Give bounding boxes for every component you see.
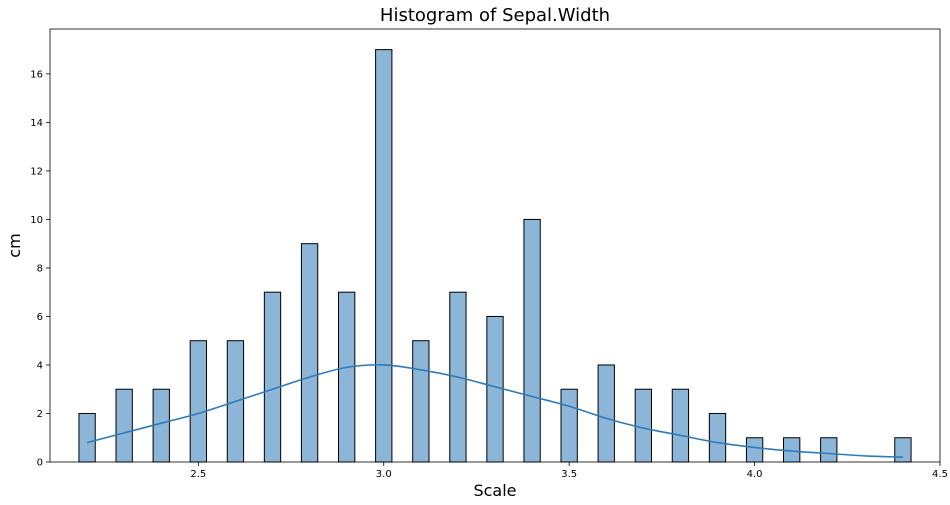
plot-frame: [49, 28, 941, 463]
chart-title: Histogram of Sepal.Width: [380, 5, 610, 26]
bar-14: [597, 364, 615, 463]
bar-6: [300, 243, 319, 463]
x-axis-label: Scale: [473, 481, 516, 500]
x-tick-label: 3.5: [561, 469, 577, 480]
bar-12: [523, 218, 541, 463]
bar-8: [375, 49, 393, 463]
y-tick-label: 14: [30, 118, 43, 129]
y-tick-label: 12: [30, 166, 43, 177]
y-axis-label: cm: [5, 233, 24, 257]
bar-5: [263, 291, 282, 463]
y-tick-label: 2: [37, 409, 43, 420]
y-tick-label: 16: [30, 69, 43, 80]
bar-11: [486, 315, 504, 463]
bar-3: [189, 340, 207, 463]
x-axis-ticks: 2.5 3.0 3.5 4.0 4.5: [190, 462, 948, 480]
y-tick-label: 8: [37, 263, 43, 274]
y-tick-label: 0: [37, 458, 43, 469]
x-tick-label: 4.0: [747, 469, 763, 480]
bars-group: [78, 49, 912, 463]
bar-16: [671, 388, 690, 463]
bar-17: [708, 412, 727, 463]
y-tick-label: 10: [30, 215, 43, 226]
y-tick-label: 6: [37, 312, 43, 323]
y-axis-ticks: 0 2 4 6 8 10 12 14 16: [30, 69, 50, 469]
bar-13: [560, 388, 578, 463]
bar-15: [634, 388, 652, 463]
bar-18: [745, 437, 764, 463]
bar-21: [894, 437, 912, 463]
x-tick-label: 2.5: [190, 469, 206, 480]
x-tick-label: 3.0: [376, 469, 392, 480]
kde-line: [86, 364, 903, 458]
y-tick-label: 4: [37, 360, 43, 371]
bar-7: [338, 291, 356, 463]
bar-2: [152, 388, 170, 463]
bar-20: [820, 437, 838, 463]
bar-9: [412, 340, 430, 463]
x-tick-label: 4.5: [932, 469, 948, 480]
bar-1: [115, 388, 133, 463]
bar-0: [78, 412, 96, 463]
